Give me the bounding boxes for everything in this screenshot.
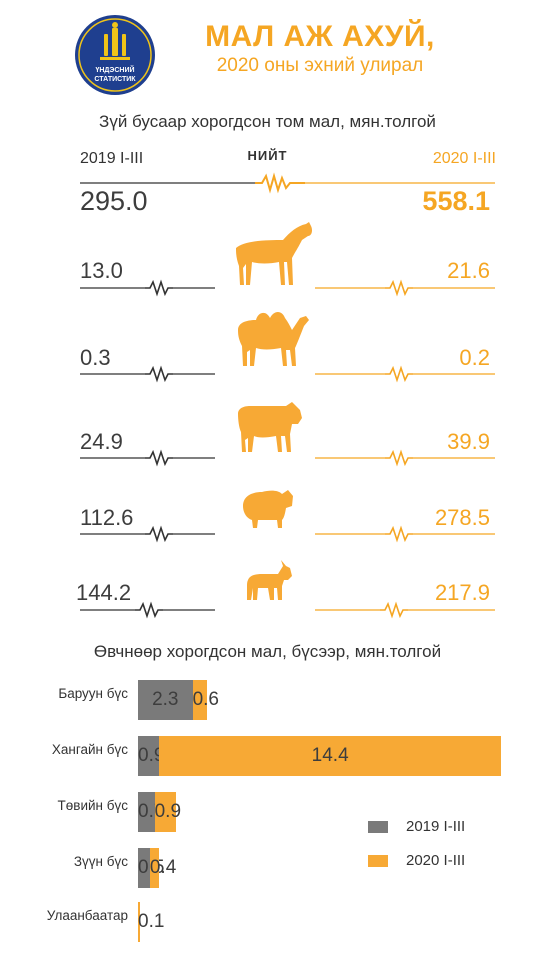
bar-segment xyxy=(138,792,155,832)
row-horse xyxy=(80,222,495,297)
horse-icon xyxy=(236,222,312,285)
category-label: Төвийн бүс xyxy=(57,798,128,813)
category-label: Хангайн бүс xyxy=(51,742,128,757)
goat-value-2020: 217.9 xyxy=(434,580,490,605)
bar-value-label: 0.6 xyxy=(192,689,219,710)
camel-icon xyxy=(238,312,309,366)
sheep-value-2019: 112.6 xyxy=(80,505,134,530)
category-label: Баруун бүс xyxy=(58,686,128,701)
bar-value-label: 14.4 xyxy=(311,745,349,766)
bar-value-label: 2.3 xyxy=(152,689,179,710)
year-left-label: 2019 I-III xyxy=(80,150,144,167)
row-camel xyxy=(80,312,495,383)
camel-value-2020: 0.2 xyxy=(459,345,490,370)
total-left-value: 295.0 xyxy=(80,186,148,216)
bar-value-label: 0.9 xyxy=(138,745,165,766)
legend-swatch-2020 xyxy=(368,854,388,867)
livestock-comparison-graphic xyxy=(80,172,495,619)
bar-value-label: 0.9 xyxy=(154,801,182,822)
bar-segment xyxy=(149,848,160,888)
bar-value-label: 0.1 xyxy=(138,911,165,932)
bar-segment xyxy=(138,848,150,888)
bar-segment xyxy=(192,680,207,720)
cattle-icon xyxy=(238,402,302,452)
category-label: Зүүн бүс xyxy=(73,854,128,869)
section1-heading: Зүй бусаар хорогдсон том мал, мян.толгой xyxy=(99,112,436,131)
cattle-value-2020: 39.9 xyxy=(447,429,490,454)
statistics-logo: ҮНДЭСНИЙ СТАТИСТИК xyxy=(75,15,155,95)
page-subtitle: 2020 оны эхний улирал xyxy=(216,55,424,76)
logo-text-2: СТАТИСТИК xyxy=(94,76,136,83)
horse-value-2020: 21.6 xyxy=(447,258,490,283)
bar-value-label: 0.4 xyxy=(149,857,177,878)
category-label: Улаанбаатар xyxy=(46,908,128,923)
year-right-label: 2020 I-III xyxy=(432,150,496,167)
title-block: МАЛ АЖ АХУЙ, 2020 оны эхний улирал xyxy=(170,20,470,78)
cattle-value-2019: 24.9 xyxy=(80,429,123,454)
section2-heading: Өвчнөөр хорогдсон мал, бүсээр, мян.толго… xyxy=(93,642,442,661)
legend-label-2019: 2019 I-III xyxy=(406,818,466,835)
page-title: МАЛ АЖ АХУЙ, xyxy=(205,20,435,53)
goat-icon xyxy=(247,560,292,600)
bar-segment xyxy=(159,736,501,776)
logo-text-1: ҮНДЭСНИЙ xyxy=(95,65,134,74)
camel-value-2019: 0.3 xyxy=(80,345,111,370)
sheep-icon xyxy=(243,490,293,528)
row-goat xyxy=(80,560,495,619)
bar-segment xyxy=(138,902,141,942)
legend-item-2019: 2019 I-III xyxy=(368,818,465,835)
total-label: НИЙТ xyxy=(247,148,288,163)
legend-swatch-2019 xyxy=(368,820,388,833)
goat-value-2019: 144.2 xyxy=(76,580,132,605)
row-sheep xyxy=(80,490,495,543)
sheep-value-2020: 278.5 xyxy=(434,505,490,530)
bar-segment xyxy=(138,736,160,776)
total-right-value: 558.1 xyxy=(422,186,490,216)
legend-item-2020: 2020 I-III xyxy=(368,852,465,869)
bar-segment xyxy=(138,680,193,720)
row-cattle xyxy=(80,402,495,467)
legend-label-2020: 2020 I-III xyxy=(406,852,466,869)
horse-value-2019: 13.0 xyxy=(80,258,123,283)
bar-segment xyxy=(154,792,176,832)
